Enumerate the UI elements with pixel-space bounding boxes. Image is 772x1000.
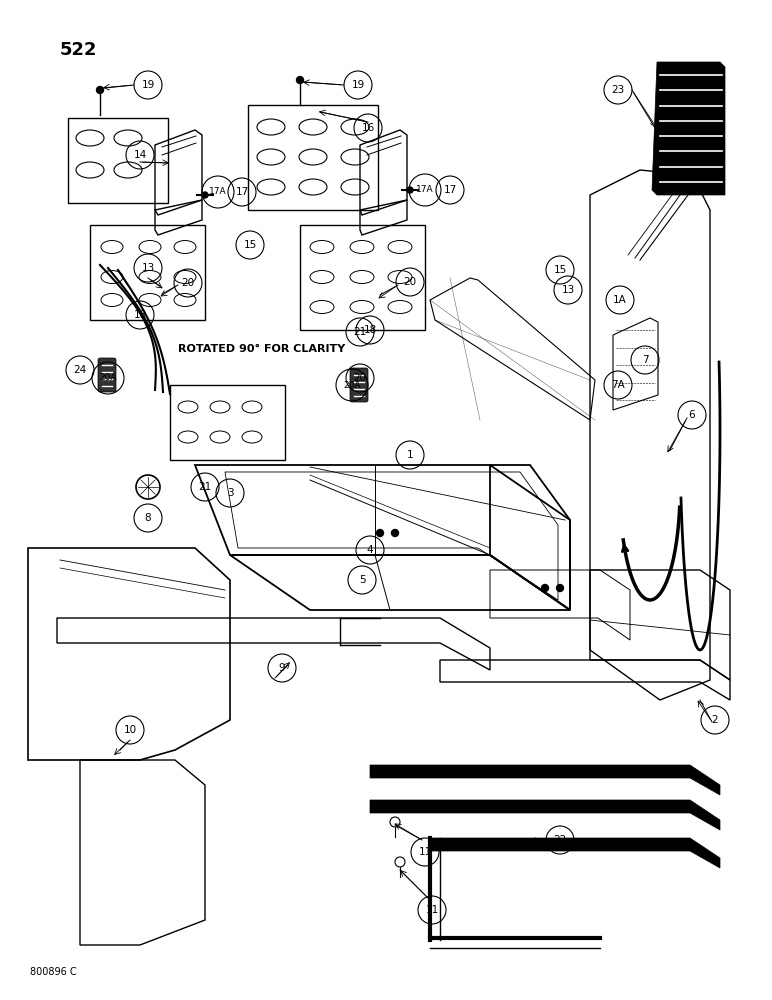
Polygon shape <box>430 838 720 868</box>
Bar <box>170 385 285 460</box>
Circle shape <box>296 77 303 84</box>
Text: 20: 20 <box>354 373 367 383</box>
Bar <box>90 225 205 320</box>
Text: 19: 19 <box>141 80 154 90</box>
Circle shape <box>407 187 413 193</box>
Polygon shape <box>652 62 725 195</box>
Text: 7A: 7A <box>611 380 625 390</box>
Text: 10: 10 <box>124 725 137 735</box>
Text: 22: 22 <box>554 835 567 845</box>
Text: 18: 18 <box>134 310 147 320</box>
Bar <box>68 118 168 203</box>
Circle shape <box>557 584 564 591</box>
Text: 11: 11 <box>425 905 438 915</box>
Text: 17A: 17A <box>209 188 227 196</box>
Text: 4: 4 <box>367 545 374 555</box>
Bar <box>300 225 425 330</box>
Text: 9: 9 <box>279 663 286 673</box>
Text: 18: 18 <box>364 325 377 335</box>
Text: 13: 13 <box>561 285 574 295</box>
Text: 15: 15 <box>554 265 567 275</box>
Text: 20A: 20A <box>100 373 117 382</box>
Circle shape <box>202 192 208 198</box>
Text: ROTATED 90° FOR CLARITY: ROTATED 90° FOR CLARITY <box>178 344 345 354</box>
Text: 17: 17 <box>443 185 456 195</box>
Text: 15: 15 <box>243 240 256 250</box>
Text: 21: 21 <box>354 327 367 337</box>
Text: 6: 6 <box>689 410 696 420</box>
FancyBboxPatch shape <box>98 358 116 392</box>
Text: 20A: 20A <box>344 380 361 389</box>
Text: 522: 522 <box>60 41 97 59</box>
Text: 19: 19 <box>351 80 364 90</box>
Text: 21: 21 <box>198 482 212 492</box>
Circle shape <box>96 87 103 94</box>
Text: 17: 17 <box>235 187 249 197</box>
Text: 16: 16 <box>361 123 374 133</box>
Text: 24: 24 <box>73 365 86 375</box>
Text: 14: 14 <box>134 150 147 160</box>
Text: 11: 11 <box>418 847 432 857</box>
Bar <box>248 105 378 210</box>
Text: 800896 C: 800896 C <box>30 967 76 977</box>
Text: 20: 20 <box>181 278 195 288</box>
Circle shape <box>377 530 384 536</box>
Text: 7: 7 <box>642 355 648 365</box>
Text: 5: 5 <box>359 575 365 585</box>
Polygon shape <box>370 765 720 795</box>
Text: 1A: 1A <box>613 295 627 305</box>
Text: 17A: 17A <box>416 186 434 194</box>
Text: 23: 23 <box>611 85 625 95</box>
Polygon shape <box>370 800 720 830</box>
FancyBboxPatch shape <box>350 368 368 402</box>
Text: 3: 3 <box>227 488 233 498</box>
Text: 20: 20 <box>404 277 417 287</box>
Text: 2: 2 <box>712 715 718 725</box>
Text: 1: 1 <box>407 450 413 460</box>
Text: 8: 8 <box>144 513 151 523</box>
Text: 13: 13 <box>141 263 154 273</box>
Circle shape <box>391 530 398 536</box>
Circle shape <box>541 584 548 591</box>
